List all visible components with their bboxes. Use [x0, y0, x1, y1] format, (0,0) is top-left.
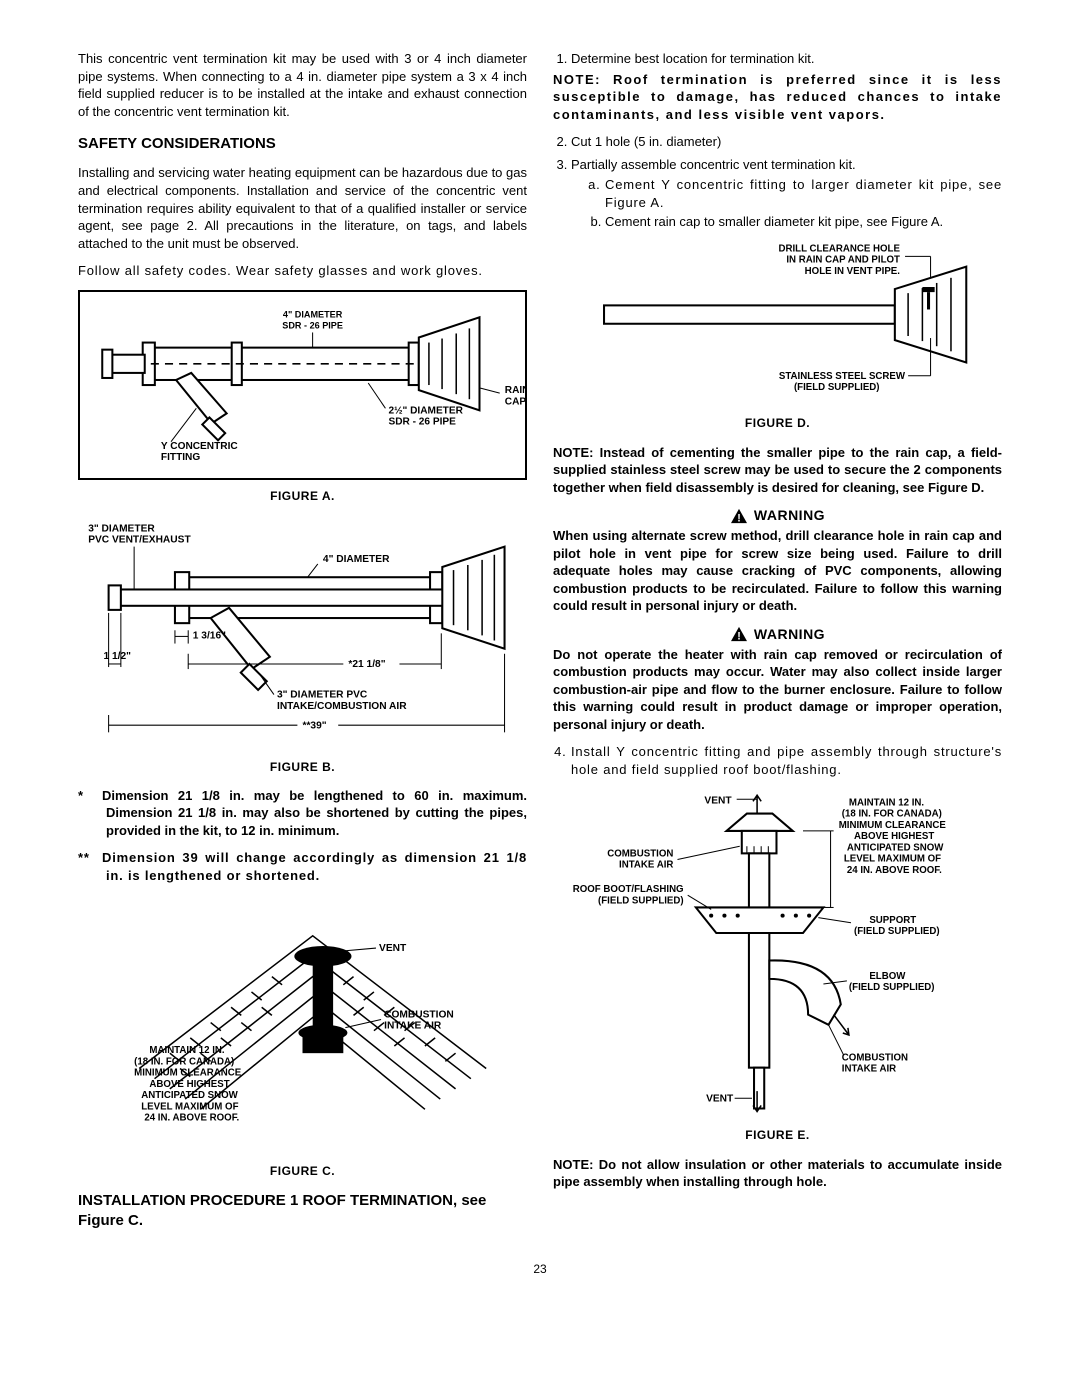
step-2: Cut 1 hole (5 in. diameter) [571, 133, 1002, 151]
warning-1-body: When using alternate screw method, drill… [553, 527, 1002, 615]
svg-text:(FIELD SUPPLIED): (FIELD SUPPLIED) [794, 382, 880, 393]
svg-text:INTAKE AIR: INTAKE AIR [619, 859, 673, 870]
svg-text:24 IN. ABOVE ROOF.: 24 IN. ABOVE ROOF. [847, 864, 942, 875]
figure-e-box: VENT VENT COMBUSTION [553, 785, 1002, 1122]
svg-text:(FIELD SUPPLIED): (FIELD SUPPLIED) [854, 926, 940, 937]
svg-text:STAINLESS STEEL SCREW: STAINLESS STEEL SCREW [779, 371, 906, 382]
svg-text:DRILL CLEARANCE HOLE: DRILL CLEARANCE HOLE [778, 243, 900, 254]
svg-text:ABOVE HIGHEST: ABOVE HIGHEST [854, 831, 934, 842]
figure-d-caption: FIGURE D. [553, 415, 1002, 431]
step-3: Partially assemble concentric vent termi… [571, 156, 1002, 231]
svg-text:VENT: VENT [379, 943, 407, 954]
svg-text:3" DIAMETER: 3" DIAMETER [88, 523, 155, 534]
svg-text:MINIMUM CLEARANCE: MINIMUM CLEARANCE [134, 1067, 242, 1078]
svg-text:ANTICIPATED SNOW: ANTICIPATED SNOW [141, 1090, 238, 1101]
warning-2-body: Do not operate the heater with rain cap … [553, 646, 1002, 734]
warning-label: WARNING [754, 625, 825, 644]
svg-text:!: ! [737, 512, 741, 524]
svg-text:HOLE IN VENT PIPE.: HOLE IN VENT PIPE. [805, 266, 901, 277]
dimension-notes: *Dimension 21 1/8 in. may be lengthened … [78, 787, 527, 885]
svg-text:MAINTAIN 12 IN.: MAINTAIN 12 IN. [849, 797, 924, 808]
svg-text:CAP: CAP [505, 396, 525, 407]
figure-e-caption: FIGURE E. [553, 1127, 1002, 1143]
svg-text:COMBUSTION: COMBUSTION [384, 1009, 454, 1020]
svg-text:RAIN: RAIN [505, 385, 525, 396]
insulation-note: NOTE: Do not allow insulation or other m… [553, 1156, 1002, 1191]
svg-text:VENT: VENT [706, 1093, 734, 1104]
svg-text:SDR - 26 PIPE: SDR - 26 PIPE [388, 416, 456, 427]
figure-d-box: DRILL CLEARANCE HOLE IN RAIN CAP AND PIL… [553, 236, 1002, 409]
svg-text:INTAKE AIR: INTAKE AIR [384, 1020, 442, 1031]
svg-text:MINIMUM CLEARANCE: MINIMUM CLEARANCE [839, 819, 947, 830]
safety-paragraph: Installing and servicing water heating e… [78, 164, 527, 252]
svg-text:ROOF BOOT/FLASHING: ROOF BOOT/FLASHING [573, 884, 684, 895]
svg-text:MAINTAIN 12 IN.: MAINTAIN 12 IN. [149, 1045, 224, 1056]
figure-b-svg: 3" DIAMETER PVC VENT/EXHAUST [78, 516, 527, 751]
svg-text:ANTICIPATED SNOW: ANTICIPATED SNOW [847, 842, 944, 853]
figure-c-caption: FIGURE C. [78, 1163, 527, 1179]
safety-heading: SAFETY CONSIDERATIONS [78, 134, 527, 154]
figure-a-svg: 4" DIAMETER SDR - 26 PIPE RAIN CAP 2½" D… [80, 292, 525, 484]
warning-1-header: ! WARNING [553, 506, 1002, 525]
svg-text:LEVEL MAXIMUM OF: LEVEL MAXIMUM OF [141, 1101, 238, 1112]
svg-text:VENT: VENT [704, 795, 732, 806]
svg-text:!: ! [737, 631, 741, 643]
svg-text:FITTING: FITTING [161, 452, 200, 463]
svg-text:Y CONCENTRIC: Y CONCENTRIC [161, 440, 238, 451]
note-2: Dimension 39 will change accordingly as … [102, 850, 527, 883]
svg-text:(18 IN. FOR CANADA): (18 IN. FOR CANADA) [134, 1056, 234, 1067]
svg-text:ABOVE HIGHEST: ABOVE HIGHEST [149, 1078, 229, 1089]
svg-text:4" DIAMETER: 4" DIAMETER [283, 309, 343, 319]
figure-b-caption: FIGURE B. [78, 759, 527, 775]
svg-text:SDR - 26 PIPE: SDR - 26 PIPE [282, 320, 343, 330]
figure-c-svg: VENT COMBUSTION INTAKE AIR MAINTAIN 12 I… [78, 895, 527, 1155]
step-1: Determine best location for termination … [571, 50, 1002, 68]
svg-text:LEVEL MAXIMUM OF: LEVEL MAXIMUM OF [844, 853, 941, 864]
svg-text:(FIELD SUPPLIED): (FIELD SUPPLIED) [598, 895, 684, 906]
warning-label: WARNING [754, 506, 825, 525]
cement-note: NOTE: Instead of cementing the smaller p… [553, 444, 1002, 497]
figure-a-caption: FIGURE A. [78, 488, 527, 504]
warning-icon: ! [730, 508, 748, 524]
intro-paragraph: This concentric vent termination kit may… [78, 50, 527, 120]
svg-text:3" DIAMETER PVC: 3" DIAMETER PVC [277, 690, 368, 701]
warning-2-header: ! WARNING [553, 625, 1002, 644]
svg-text:(18 IN. FOR CANADA): (18 IN. FOR CANADA) [842, 808, 942, 819]
roof-note: NOTE: Roof termination is preferred sinc… [553, 71, 1002, 124]
step-3b: Cement rain cap to smaller diameter kit … [605, 213, 1002, 231]
svg-text:4" DIAMETER: 4" DIAMETER [323, 554, 390, 565]
figure-a-box: 4" DIAMETER SDR - 26 PIPE RAIN CAP 2½" D… [78, 290, 527, 480]
svg-text:(FIELD SUPPLIED): (FIELD SUPPLIED) [849, 982, 935, 993]
figure-b-box: 3" DIAMETER PVC VENT/EXHAUST [78, 516, 527, 751]
step-4: Install Y concentric fitting and pipe as… [571, 743, 1002, 778]
svg-text:**39": **39" [303, 720, 327, 731]
page-number: 23 [78, 1261, 1002, 1277]
figure-c-box: VENT COMBUSTION INTAKE AIR MAINTAIN 12 I… [78, 895, 527, 1155]
svg-text:INTAKE AIR: INTAKE AIR [842, 1063, 896, 1074]
svg-text:COMBUSTION: COMBUSTION [607, 848, 673, 859]
warning-icon: ! [730, 626, 748, 642]
steps-list: Determine best location for termination … [553, 50, 1002, 68]
step-3a: Cement Y concentric fitting to larger di… [605, 176, 1002, 211]
svg-text:PVC VENT/EXHAUST: PVC VENT/EXHAUST [88, 534, 191, 545]
svg-text:IN RAIN CAP AND PILOT: IN RAIN CAP AND PILOT [786, 254, 900, 265]
install-heading: INSTALLATION PROCEDURE 1 ROOF TERMINATIO… [78, 1191, 527, 1232]
svg-text:*21 1/8": *21 1/8" [348, 659, 385, 670]
figure-d-svg: DRILL CLEARANCE HOLE IN RAIN CAP AND PIL… [553, 236, 1002, 409]
svg-text:24 IN. ABOVE ROOF.: 24 IN. ABOVE ROOF. [144, 1112, 239, 1123]
right-column: Determine best location for termination … [553, 50, 1002, 1241]
svg-text:1 3/16": 1 3/16" [193, 630, 226, 641]
svg-text:INTAKE/COMBUSTION AIR: INTAKE/COMBUSTION AIR [277, 701, 407, 712]
svg-text:1 1/2": 1 1/2" [104, 651, 132, 662]
figure-e-svg: VENT VENT COMBUSTION [553, 785, 1002, 1122]
svg-text:ELBOW: ELBOW [869, 970, 906, 981]
svg-text:2½" DIAMETER: 2½" DIAMETER [388, 405, 463, 416]
left-column: This concentric vent termination kit may… [78, 50, 527, 1241]
note-1: Dimension 21 1/8 in. may be lengthened t… [102, 788, 527, 838]
safety-follow: Follow all safety codes. Wear safety gla… [78, 262, 527, 280]
svg-text:SUPPORT: SUPPORT [869, 914, 916, 925]
svg-text:COMBUSTION: COMBUSTION [842, 1052, 908, 1063]
